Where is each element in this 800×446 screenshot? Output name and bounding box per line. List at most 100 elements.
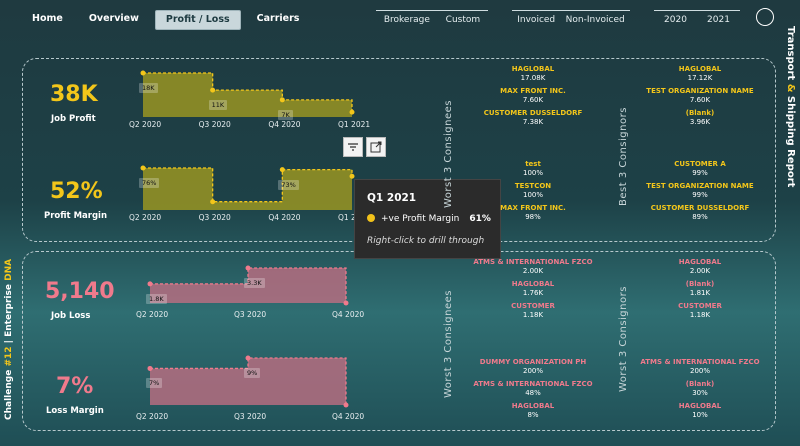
profit-margin-label: Profit Margin — [44, 211, 108, 221]
nav-overview[interactable]: Overview — [88, 13, 139, 24]
list-item-name: HAGLOBAL — [678, 65, 722, 73]
list-item-value: 7.60K — [689, 96, 711, 104]
job-profit-point[interactable] — [349, 109, 355, 115]
list-item[interactable]: CUSTOMER 1.18K — [630, 302, 770, 320]
x-tick-label: Q2 2020 — [136, 412, 169, 421]
filter-2021[interactable]: 2021 — [707, 15, 730, 25]
job-profit-point[interactable] — [140, 70, 146, 76]
nav-home[interactable]: Home — [32, 13, 63, 24]
nav-carriers[interactable]: Carriers — [256, 13, 300, 24]
filter-invoiced[interactable]: Invoiced — [517, 15, 556, 25]
profit-margin-point[interactable] — [140, 165, 146, 171]
job-loss-point[interactable] — [343, 300, 349, 306]
data-label: 11K — [208, 100, 228, 111]
list-item[interactable]: TEST ORGANIZATION NAME 7.60K — [630, 87, 770, 105]
job-loss-point[interactable] — [245, 265, 251, 271]
list-item[interactable]: ATMS & INTERNATIONAL FZCO 200% — [630, 358, 770, 376]
list-item-value: 200% — [522, 367, 543, 375]
list-item[interactable]: HAGLOBAL 17.08K — [463, 65, 603, 83]
x-tick-label: Q4 2020 — [268, 213, 301, 222]
data-label: 1.8K — [146, 293, 167, 304]
list-item-value: 99% — [692, 191, 708, 199]
list-item-name: HAGLOBAL — [511, 65, 555, 73]
list-item[interactable]: DUMMY ORGANIZATION PH 200% — [463, 358, 603, 376]
job-loss-line — [150, 267, 347, 303]
filter-custom[interactable]: Custom — [445, 15, 481, 25]
list-item-name: CUSTOMER A — [674, 160, 726, 168]
list-item-value: 17.08K — [520, 74, 546, 82]
loss-margin-point[interactable] — [147, 365, 153, 371]
loss-margin-value: 7% — [56, 374, 94, 399]
list-item-name: CUSTOMER DUSSELDORF — [483, 109, 583, 117]
list-item-value: 1.81K — [689, 289, 711, 297]
profit-margin-area[interactable] — [143, 168, 352, 210]
tooltip-title: Q1 2021 — [367, 192, 417, 204]
list-item[interactable]: (Blank) 1.81K — [630, 280, 770, 298]
x-tick-label: Q1 2021 — [338, 120, 371, 129]
list-item[interactable]: HAGLOBAL 17.12K — [630, 65, 770, 83]
list-item[interactable]: (Blank) 30% — [630, 380, 770, 398]
job-loss-point[interactable] — [147, 281, 153, 287]
list-item[interactable]: HAGLOBAL 1.76K — [463, 280, 603, 298]
job-profit-point[interactable] — [210, 87, 216, 93]
profit-margin-value: 52% — [50, 179, 103, 204]
loss-margin-point[interactable] — [245, 355, 251, 361]
filter-2020[interactable]: 2020 — [664, 15, 687, 25]
loss-margin-area[interactable] — [150, 358, 346, 405]
list-item-value: 7.38K — [522, 118, 544, 126]
list-item[interactable]: (Blank) 3.96K — [630, 109, 770, 127]
x-tick-label: Q3 2020 — [234, 412, 267, 421]
list-item[interactable]: TESTCON 100% — [463, 182, 603, 200]
list-item-name: (Blank) — [685, 380, 715, 388]
filter-non-invoiced[interactable]: Non-Invoiced — [565, 15, 625, 25]
list-item[interactable]: ATMS & INTERNATIONAL FZCO 2.00K — [463, 258, 603, 276]
list-item-value: 17.12K — [687, 74, 713, 82]
list-item[interactable]: HAGLOBAL 2.00K — [630, 258, 770, 276]
data-label: 76% — [139, 178, 160, 188]
data-label: 9% — [244, 368, 261, 378]
job-profit-line — [143, 72, 353, 113]
nav-profit-loss[interactable]: Profit / Loss — [154, 10, 241, 30]
top-nav: Home Overview Profit / Loss Carriers — [22, 10, 309, 30]
list-item-value: 7.60K — [522, 96, 544, 104]
job-profit-area[interactable] — [143, 73, 352, 117]
list-item[interactable]: CUSTOMER A 99% — [630, 160, 770, 178]
list-item[interactable]: MAX FRONT INC. 7.60K — [463, 87, 603, 105]
list-item-value: 89% — [692, 213, 708, 221]
x-tick-label: Q2 2020 — [136, 310, 169, 319]
loss-margin-point[interactable] — [343, 402, 349, 408]
list-item[interactable]: MAX FRONT INC. 98% — [463, 204, 603, 222]
list-item-name: HAGLOBAL — [511, 280, 555, 288]
profit-margin-point[interactable] — [210, 199, 216, 205]
profit-margin-point[interactable] — [349, 173, 355, 179]
data-label: 7K — [278, 109, 293, 120]
list-item[interactable]: TEST ORGANIZATION NAME 99% — [630, 182, 770, 200]
list-item-value: 48% — [525, 389, 541, 397]
list-item-name: TEST ORGANIZATION NAME — [646, 87, 754, 95]
list-item[interactable]: test 100% — [463, 160, 603, 178]
logo-icon — [756, 8, 774, 26]
tooltip-metric: +ve Profit Margin 61% — [367, 214, 491, 224]
list-item[interactable]: HAGLOBAL 10% — [630, 402, 770, 420]
job-profit-point[interactable] — [279, 97, 285, 103]
list-item-name: MAX FRONT INC. — [500, 87, 566, 95]
data-label: 18K — [139, 83, 158, 93]
list-item[interactable]: CUSTOMER DUSSELDORF 89% — [630, 204, 770, 222]
list-item-name: (Blank) — [685, 280, 715, 288]
profit-margin-point[interactable] — [279, 167, 285, 173]
x-tick-label: Q3 2020 — [198, 120, 231, 129]
list-item[interactable]: HAGLOBAL 8% — [463, 402, 603, 420]
job-loss-area[interactable] — [150, 268, 346, 303]
filter-brokerage[interactable]: Brokerage — [383, 15, 430, 25]
list-item-value: 30% — [692, 389, 708, 397]
focus-mode-icon[interactable] — [366, 137, 386, 157]
list-item-name: HAGLOBAL — [511, 402, 555, 410]
filter-icon[interactable] — [343, 137, 363, 157]
list-item[interactable]: CUSTOMER 1.18K — [463, 302, 603, 320]
x-tick-label: Q3 2020 — [234, 310, 267, 319]
list-item[interactable]: ATMS & INTERNATIONAL FZCO 48% — [463, 380, 603, 398]
list-item[interactable]: CUSTOMER DUSSELDORF 7.38K — [463, 109, 603, 127]
list-item-value: 1.76K — [522, 289, 544, 297]
list-item-name: CUSTOMER DUSSELDORF — [650, 204, 750, 212]
